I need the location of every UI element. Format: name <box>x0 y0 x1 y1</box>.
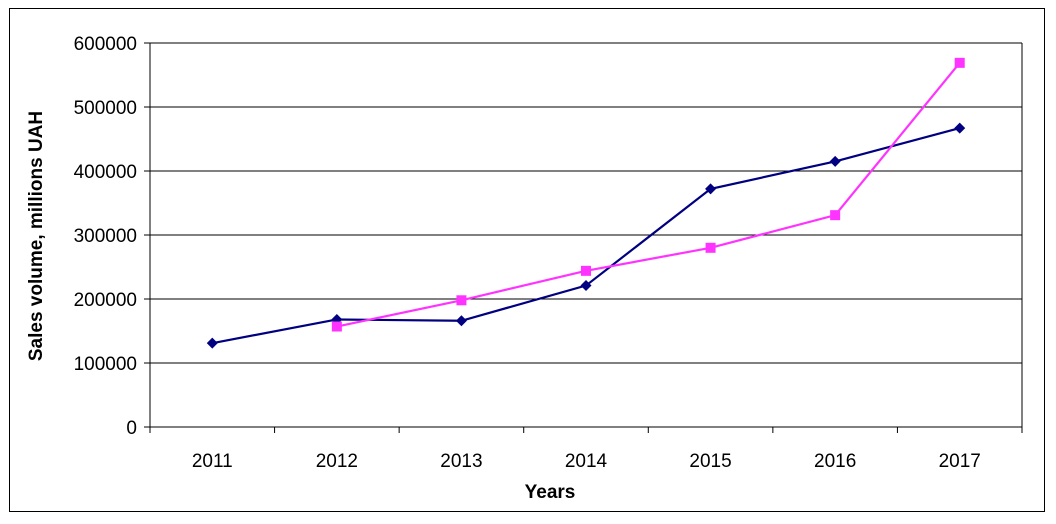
data-point <box>829 155 841 167</box>
data-point <box>954 57 965 68</box>
x-tick-label: 2012 <box>316 451 358 472</box>
gridlines <box>150 42 1023 427</box>
x-tick-label: 2013 <box>440 451 482 472</box>
y-tick-label: 100000 <box>74 354 137 375</box>
data-point <box>455 315 467 327</box>
x-axis-title: Years <box>525 482 576 503</box>
y-tick-label: 600000 <box>74 34 137 55</box>
y-tick-label: 400000 <box>74 162 137 183</box>
data-point <box>331 321 342 332</box>
x-tick-labels: 2011 2012 2013 2014 2015 2016 2017 <box>192 451 981 472</box>
data-point <box>954 122 966 134</box>
series-lines <box>212 62 961 345</box>
x-tick-label: 2015 <box>689 451 731 472</box>
series-markers <box>206 57 966 349</box>
data-point <box>456 295 467 306</box>
x-tick-label: 2011 <box>192 451 233 472</box>
x-tick-label: 2014 <box>565 451 608 472</box>
x-tick-label: 2016 <box>814 451 856 472</box>
data-point <box>705 242 716 253</box>
y-tick-label: 300000 <box>74 226 137 247</box>
axes <box>144 42 1023 433</box>
y-axis-title: Sales volume, millions UAH <box>26 111 47 361</box>
data-point <box>705 183 717 195</box>
x-tick-label: 2017 <box>939 451 981 472</box>
data-point <box>830 210 841 221</box>
chart-frame <box>9 8 1045 512</box>
y-tick-label: 200000 <box>74 290 137 311</box>
y-tick-labels: 0 100000 200000 300000 400000 500000 600000 <box>74 34 137 439</box>
data-point <box>206 337 218 349</box>
data-point <box>580 280 592 292</box>
series-line-2 <box>336 62 961 328</box>
y-tick-label: 500000 <box>74 98 137 119</box>
data-point <box>581 265 591 276</box>
y-tick-label: 0 <box>126 418 137 439</box>
series-line-1 <box>212 127 960 345</box>
